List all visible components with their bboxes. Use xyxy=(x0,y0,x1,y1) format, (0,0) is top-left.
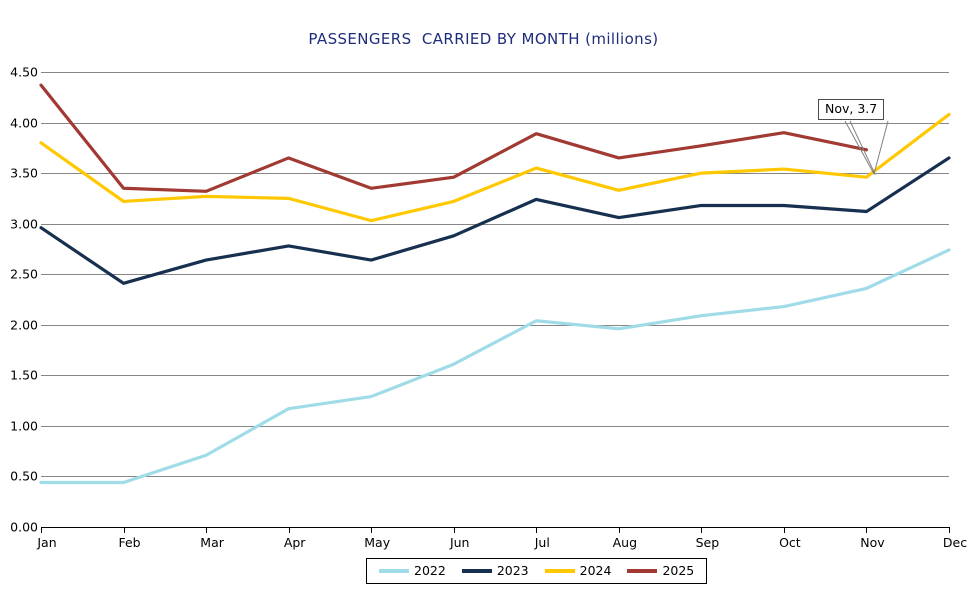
annotation-callout: Nov, 3.7 xyxy=(818,99,885,121)
y-axis-tick-label: 0.50 xyxy=(10,468,38,484)
series-line-2025 xyxy=(39,83,869,193)
gridline xyxy=(41,122,949,124)
gridline xyxy=(41,72,949,73)
x-axis-tick-label: Jun xyxy=(449,535,470,550)
gridline xyxy=(41,223,949,225)
y-axis-tick-label: 4.50 xyxy=(10,64,38,80)
gridline xyxy=(41,375,949,377)
y-axis-tick-label: 3.00 xyxy=(10,216,38,232)
gridline xyxy=(41,324,949,326)
y-axis-tick-label: 4.00 xyxy=(10,115,38,131)
x-axis-tick xyxy=(123,527,125,533)
legend-label-2025: 2025 xyxy=(662,562,695,578)
gridline xyxy=(41,476,949,478)
legend-swatch-2022 xyxy=(379,569,409,573)
legend-swatch-2024 xyxy=(544,569,575,573)
chart-legend: 2022 2023 2024 2025 xyxy=(366,558,708,584)
y-axis-tick-label: 2.00 xyxy=(10,317,38,333)
x-axis-tick-label: Dec xyxy=(942,535,967,550)
gridline xyxy=(41,274,949,276)
series-line-2023 xyxy=(39,156,951,285)
x-axis-tick-label: Aug xyxy=(612,535,638,550)
x-axis-tick xyxy=(41,527,42,533)
x-axis-tick xyxy=(536,527,538,533)
x-axis-tick-label: Feb xyxy=(118,535,141,550)
chart-title: PASSENGERS CARRIED BY MONTH (millions) xyxy=(308,30,659,48)
y-axis-labels: 0.00 0.50 1.00 1.50 2.00 2.50 3.00 3.50 4.00 4.50 xyxy=(0,0,38,590)
x-axis-tick xyxy=(618,527,620,533)
legend-item-2022[interactable]: 2022 xyxy=(379,562,446,578)
y-axis-tick-label: 2.50 xyxy=(10,266,38,282)
series-line-2022 xyxy=(39,248,951,485)
x-axis-tick-label: Apr xyxy=(283,535,306,550)
x-axis-tick xyxy=(866,527,868,533)
legend-swatch-2025 xyxy=(627,569,658,573)
x-axis-tick xyxy=(701,527,703,533)
legend-item-2023[interactable]: 2023 xyxy=(461,562,529,578)
legend-item-2024[interactable]: 2024 xyxy=(544,562,612,578)
x-axis-line xyxy=(41,527,949,528)
x-axis-tick-label: Nov xyxy=(860,535,885,550)
x-axis-tick-label: Jan xyxy=(37,535,57,550)
x-axis-tick xyxy=(371,527,373,533)
x-axis-tick-label: Mar xyxy=(200,535,224,550)
legend-label-2023: 2023 xyxy=(496,562,529,578)
legend-label-2024: 2024 xyxy=(579,562,612,578)
x-axis-tick-label: Oct xyxy=(779,535,801,550)
y-axis-tick-label: 0.00 xyxy=(10,519,38,535)
legend-swatch-2023 xyxy=(461,569,492,573)
x-axis-tick xyxy=(288,527,290,533)
series-line-2024 xyxy=(39,112,951,223)
legend-label-2022: 2022 xyxy=(414,562,446,578)
x-axis-tick-label: Jul xyxy=(534,535,550,550)
legend-item-2025[interactable]: 2025 xyxy=(627,562,695,578)
series-lines xyxy=(39,83,951,485)
x-axis-tick-label: May xyxy=(364,535,391,550)
y-axis-tick-label: 1.50 xyxy=(10,367,38,383)
x-axis-tick xyxy=(453,527,455,533)
y-axis-tick-label: 1.00 xyxy=(10,418,38,434)
gridline xyxy=(41,173,949,175)
x-axis-tick xyxy=(783,527,785,533)
gridline xyxy=(41,425,949,427)
y-axis-tick-label: 3.50 xyxy=(10,165,38,181)
x-axis-tick-label: Sep xyxy=(695,535,720,550)
x-axis-tick xyxy=(206,527,208,533)
x-axis-tick xyxy=(949,527,950,533)
plot-area xyxy=(41,72,949,527)
